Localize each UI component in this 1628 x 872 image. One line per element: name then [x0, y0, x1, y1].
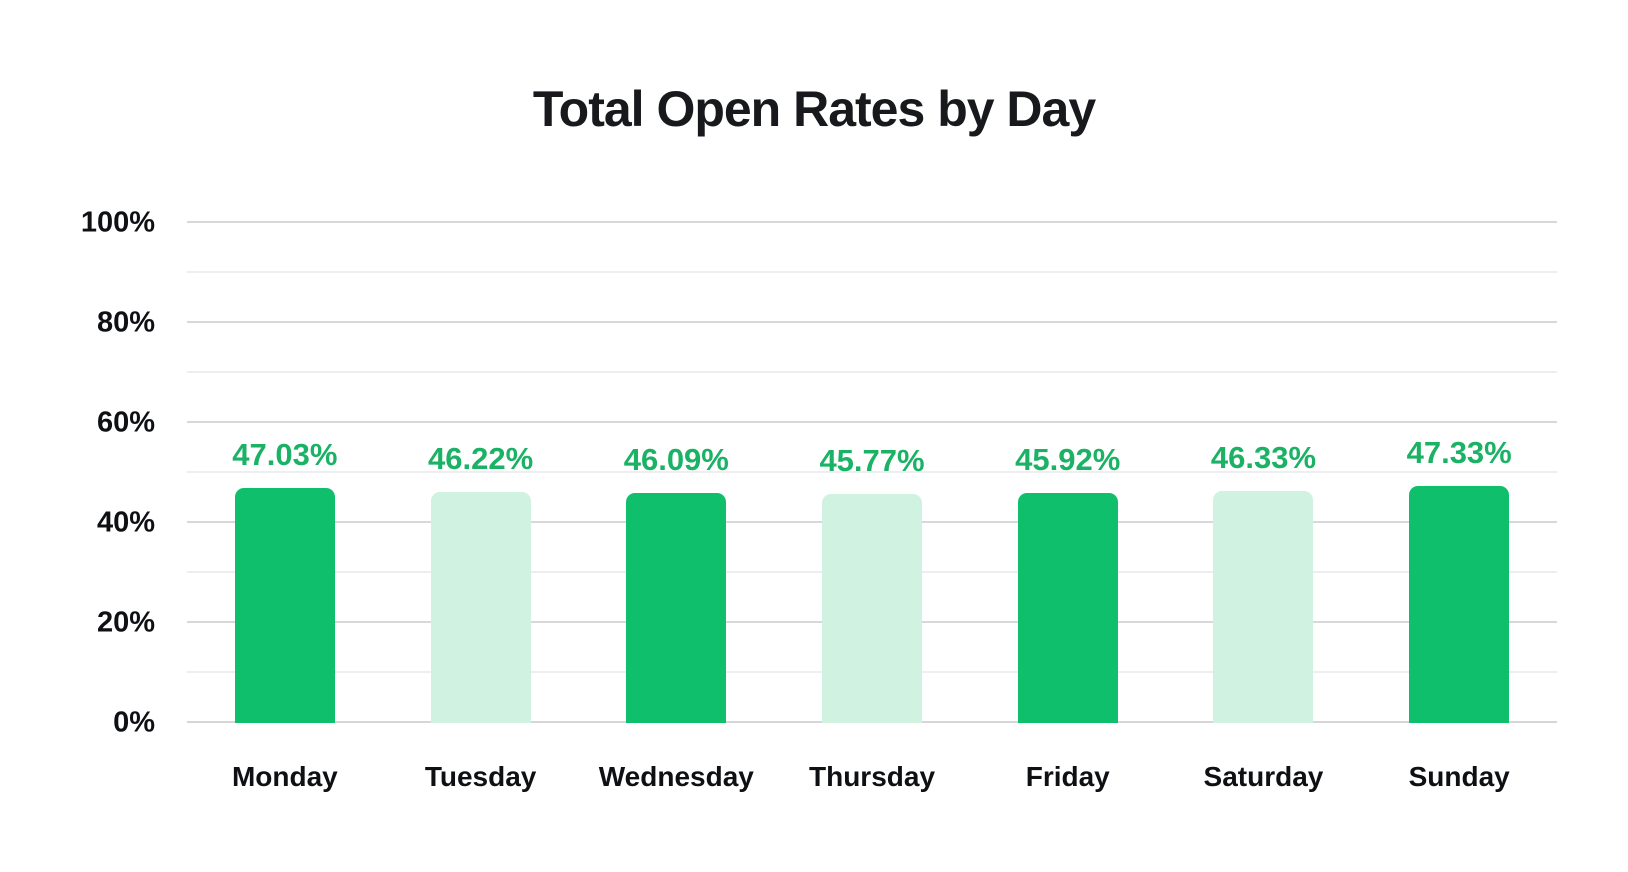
- x-axis-category-label: Friday: [1025, 761, 1110, 792]
- x-axis-category-label: Monday: [231, 761, 338, 792]
- y-axis-tick-label: 20%: [96, 606, 155, 639]
- bar-value-label: 45.92%: [1015, 442, 1121, 478]
- bar-group-wednesday: 46.09% Wednesday: [578, 223, 774, 792]
- bar-value-label: 47.33%: [1406, 435, 1512, 471]
- bar-wednesday: [626, 492, 727, 723]
- major-gridline: [187, 421, 1557, 423]
- bar-value-label: 46.33%: [1210, 440, 1317, 476]
- y-axis-tick-label: 60%: [96, 406, 155, 439]
- bar-group-saturday: 46.33% Saturday: [1166, 223, 1362, 792]
- bar-group-tuesday: 46.22% Tuesday: [383, 223, 579, 792]
- bar-value-label: 45.77%: [819, 443, 925, 479]
- y-axis-tick-label: 40%: [96, 506, 155, 539]
- x-axis-category-label: Saturday: [1203, 761, 1324, 792]
- x-axis-category-label: Sunday: [1408, 761, 1510, 792]
- bar-saturday: [1213, 491, 1314, 723]
- plot-area: 47.03% Monday 46.22% Tuesday 46.09% Wednesday…: [187, 221, 1557, 792]
- bar-group-sunday: 47.33% Sunday: [1361, 223, 1557, 792]
- bar-thursday: [822, 494, 923, 723]
- x-axis-category-label: Tuesday: [424, 761, 537, 792]
- bars-layer: 47.03% Monday 46.22% Tuesday 46.09% Wednesday…: [187, 223, 1557, 792]
- y-axis-tick-label: 100%: [80, 206, 155, 239]
- minor-gridline: [187, 371, 1557, 373]
- minor-gridline: [187, 471, 1557, 473]
- bar-value-label: 47.03%: [232, 436, 338, 472]
- bar-friday: [1017, 493, 1118, 723]
- bar-value-label: 46.22%: [428, 440, 534, 476]
- major-gridline: [187, 221, 1557, 223]
- bar-group-friday: 45.92% Friday: [970, 223, 1166, 792]
- bar-value-label: 46.09%: [623, 441, 729, 477]
- bar-group-thursday: 45.77% Thursday: [774, 223, 970, 792]
- major-gridline: [187, 321, 1557, 323]
- y-axis-tick-label: 80%: [96, 306, 155, 339]
- x-axis-category-label: Thursday: [809, 761, 936, 792]
- x-axis-category-label: Wednesday: [598, 761, 754, 792]
- minor-gridline: [187, 271, 1557, 273]
- bar-monday: [234, 487, 335, 723]
- bar-group-monday: 47.03% Monday: [187, 223, 383, 792]
- bar-sunday: [1409, 486, 1510, 723]
- y-axis-tick-label: 0%: [113, 706, 155, 739]
- bar-tuesday: [430, 491, 531, 723]
- chart-title: Total Open Rates by Day: [532, 81, 1096, 137]
